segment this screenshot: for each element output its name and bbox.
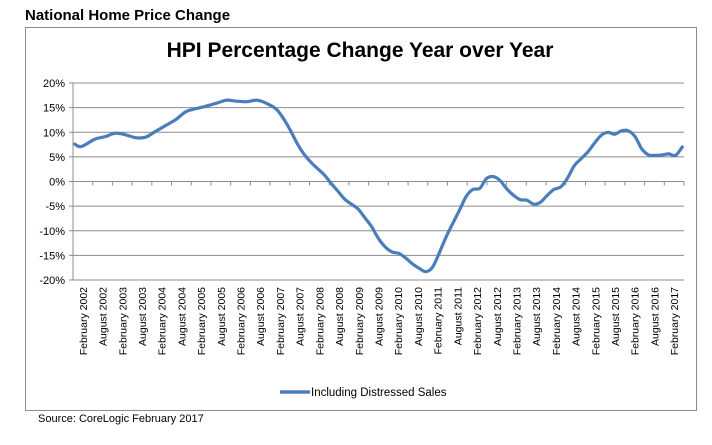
- x-tick-label: August 2011: [452, 287, 464, 345]
- x-tick-label: August 2007: [295, 287, 307, 346]
- y-tick-label: -15%: [39, 250, 65, 262]
- x-axis: February 2002 August 2002 February 2003 Aug…: [78, 181, 685, 355]
- x-tick-label: February 2002: [78, 287, 90, 355]
- x-tick-label: February 2010: [393, 287, 405, 355]
- y-tick-label: 0%: [49, 177, 65, 189]
- x-tick-label: August 2008: [334, 287, 346, 346]
- x-tick-label: August 2009: [374, 287, 386, 346]
- x-tick-label: February 2004: [157, 287, 169, 355]
- x-tick-label: August 2014: [571, 287, 583, 346]
- x-tick-label: August 2016: [649, 287, 661, 346]
- y-tick-label: -10%: [39, 226, 65, 238]
- x-tick-label: February 2005: [196, 287, 208, 355]
- x-tick-label: February 2009: [354, 287, 366, 355]
- x-tick-label: February 2006: [236, 287, 248, 355]
- y-tick-label: 20%: [43, 78, 65, 90]
- series-line-including-distressed-sales: [73, 98, 684, 274]
- x-tick-label: August 2004: [176, 287, 188, 346]
- x-tick-label: August 2002: [98, 287, 110, 346]
- x-tick-label: August 2005: [216, 287, 228, 346]
- x-tick-label: February 2014: [551, 287, 563, 355]
- x-tick-label: February 2007: [275, 287, 287, 355]
- x-tick-label: February 2017: [669, 287, 681, 355]
- x-tick-label: February 2011: [433, 287, 445, 355]
- y-axis: 20% 15% 10% 5% 0% -5% -10% -15% -20%: [39, 78, 74, 287]
- y-tick-label: 15%: [43, 103, 65, 115]
- x-tick-label: August 2013: [531, 287, 543, 346]
- chart-title: HPI Percentage Change Year over Year: [167, 39, 554, 62]
- page-header: National Home Price Change: [25, 7, 231, 24]
- x-tick-label: February 2012: [472, 287, 484, 355]
- x-tick-label: August 2012: [492, 287, 504, 346]
- x-tick-label: August 2015: [610, 287, 622, 346]
- y-tick-label: 5%: [49, 152, 65, 164]
- legend-label: Including Distressed Sales: [311, 387, 447, 399]
- gridlines: [73, 82, 684, 281]
- x-tick-label: August 2003: [137, 287, 149, 346]
- x-tick-label: February 2013: [511, 287, 523, 355]
- y-tick-label: 10%: [43, 127, 65, 139]
- x-tick-label: August 2006: [255, 287, 267, 346]
- x-tick-label: February 2015: [590, 287, 602, 355]
- y-tick-label: -5%: [45, 201, 65, 213]
- series-layer: [73, 98, 684, 274]
- x-tick-label: February 2008: [314, 287, 326, 355]
- chart-frame: [25, 27, 697, 411]
- source-note: Source: CoreLogic February 2017: [38, 413, 204, 425]
- x-tick-label: February 2003: [117, 287, 129, 355]
- y-tick-label: -20%: [39, 275, 65, 287]
- legend: Including Distressed Sales: [280, 387, 447, 399]
- x-tick-label: August 2010: [413, 287, 425, 346]
- x-tick-label: February 2016: [630, 287, 642, 355]
